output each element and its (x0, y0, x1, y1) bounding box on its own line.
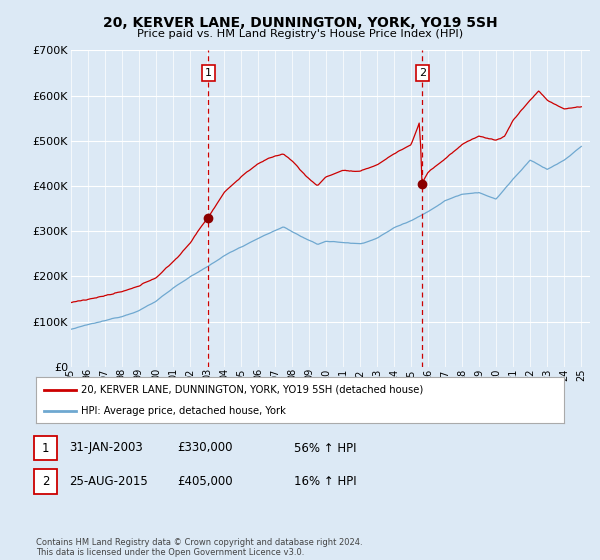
Text: Price paid vs. HM Land Registry's House Price Index (HPI): Price paid vs. HM Land Registry's House … (137, 29, 463, 39)
Text: £405,000: £405,000 (177, 475, 233, 488)
Text: Contains HM Land Registry data © Crown copyright and database right 2024.
This d: Contains HM Land Registry data © Crown c… (36, 538, 362, 557)
Text: 1: 1 (205, 68, 212, 78)
Text: £330,000: £330,000 (177, 441, 233, 455)
Text: 25-AUG-2015: 25-AUG-2015 (69, 475, 148, 488)
Text: 20, KERVER LANE, DUNNINGTON, YORK, YO19 5SH (detached house): 20, KERVER LANE, DUNNINGTON, YORK, YO19 … (81, 385, 423, 395)
Text: 20, KERVER LANE, DUNNINGTON, YORK, YO19 5SH: 20, KERVER LANE, DUNNINGTON, YORK, YO19 … (103, 16, 497, 30)
Text: 16% ↑ HPI: 16% ↑ HPI (294, 475, 356, 488)
Text: HPI: Average price, detached house, York: HPI: Average price, detached house, York (81, 406, 286, 416)
Text: 2: 2 (42, 475, 49, 488)
Text: 2: 2 (419, 68, 426, 78)
Text: 1: 1 (42, 441, 49, 455)
Text: 56% ↑ HPI: 56% ↑ HPI (294, 441, 356, 455)
Text: 31-JAN-2003: 31-JAN-2003 (69, 441, 143, 455)
